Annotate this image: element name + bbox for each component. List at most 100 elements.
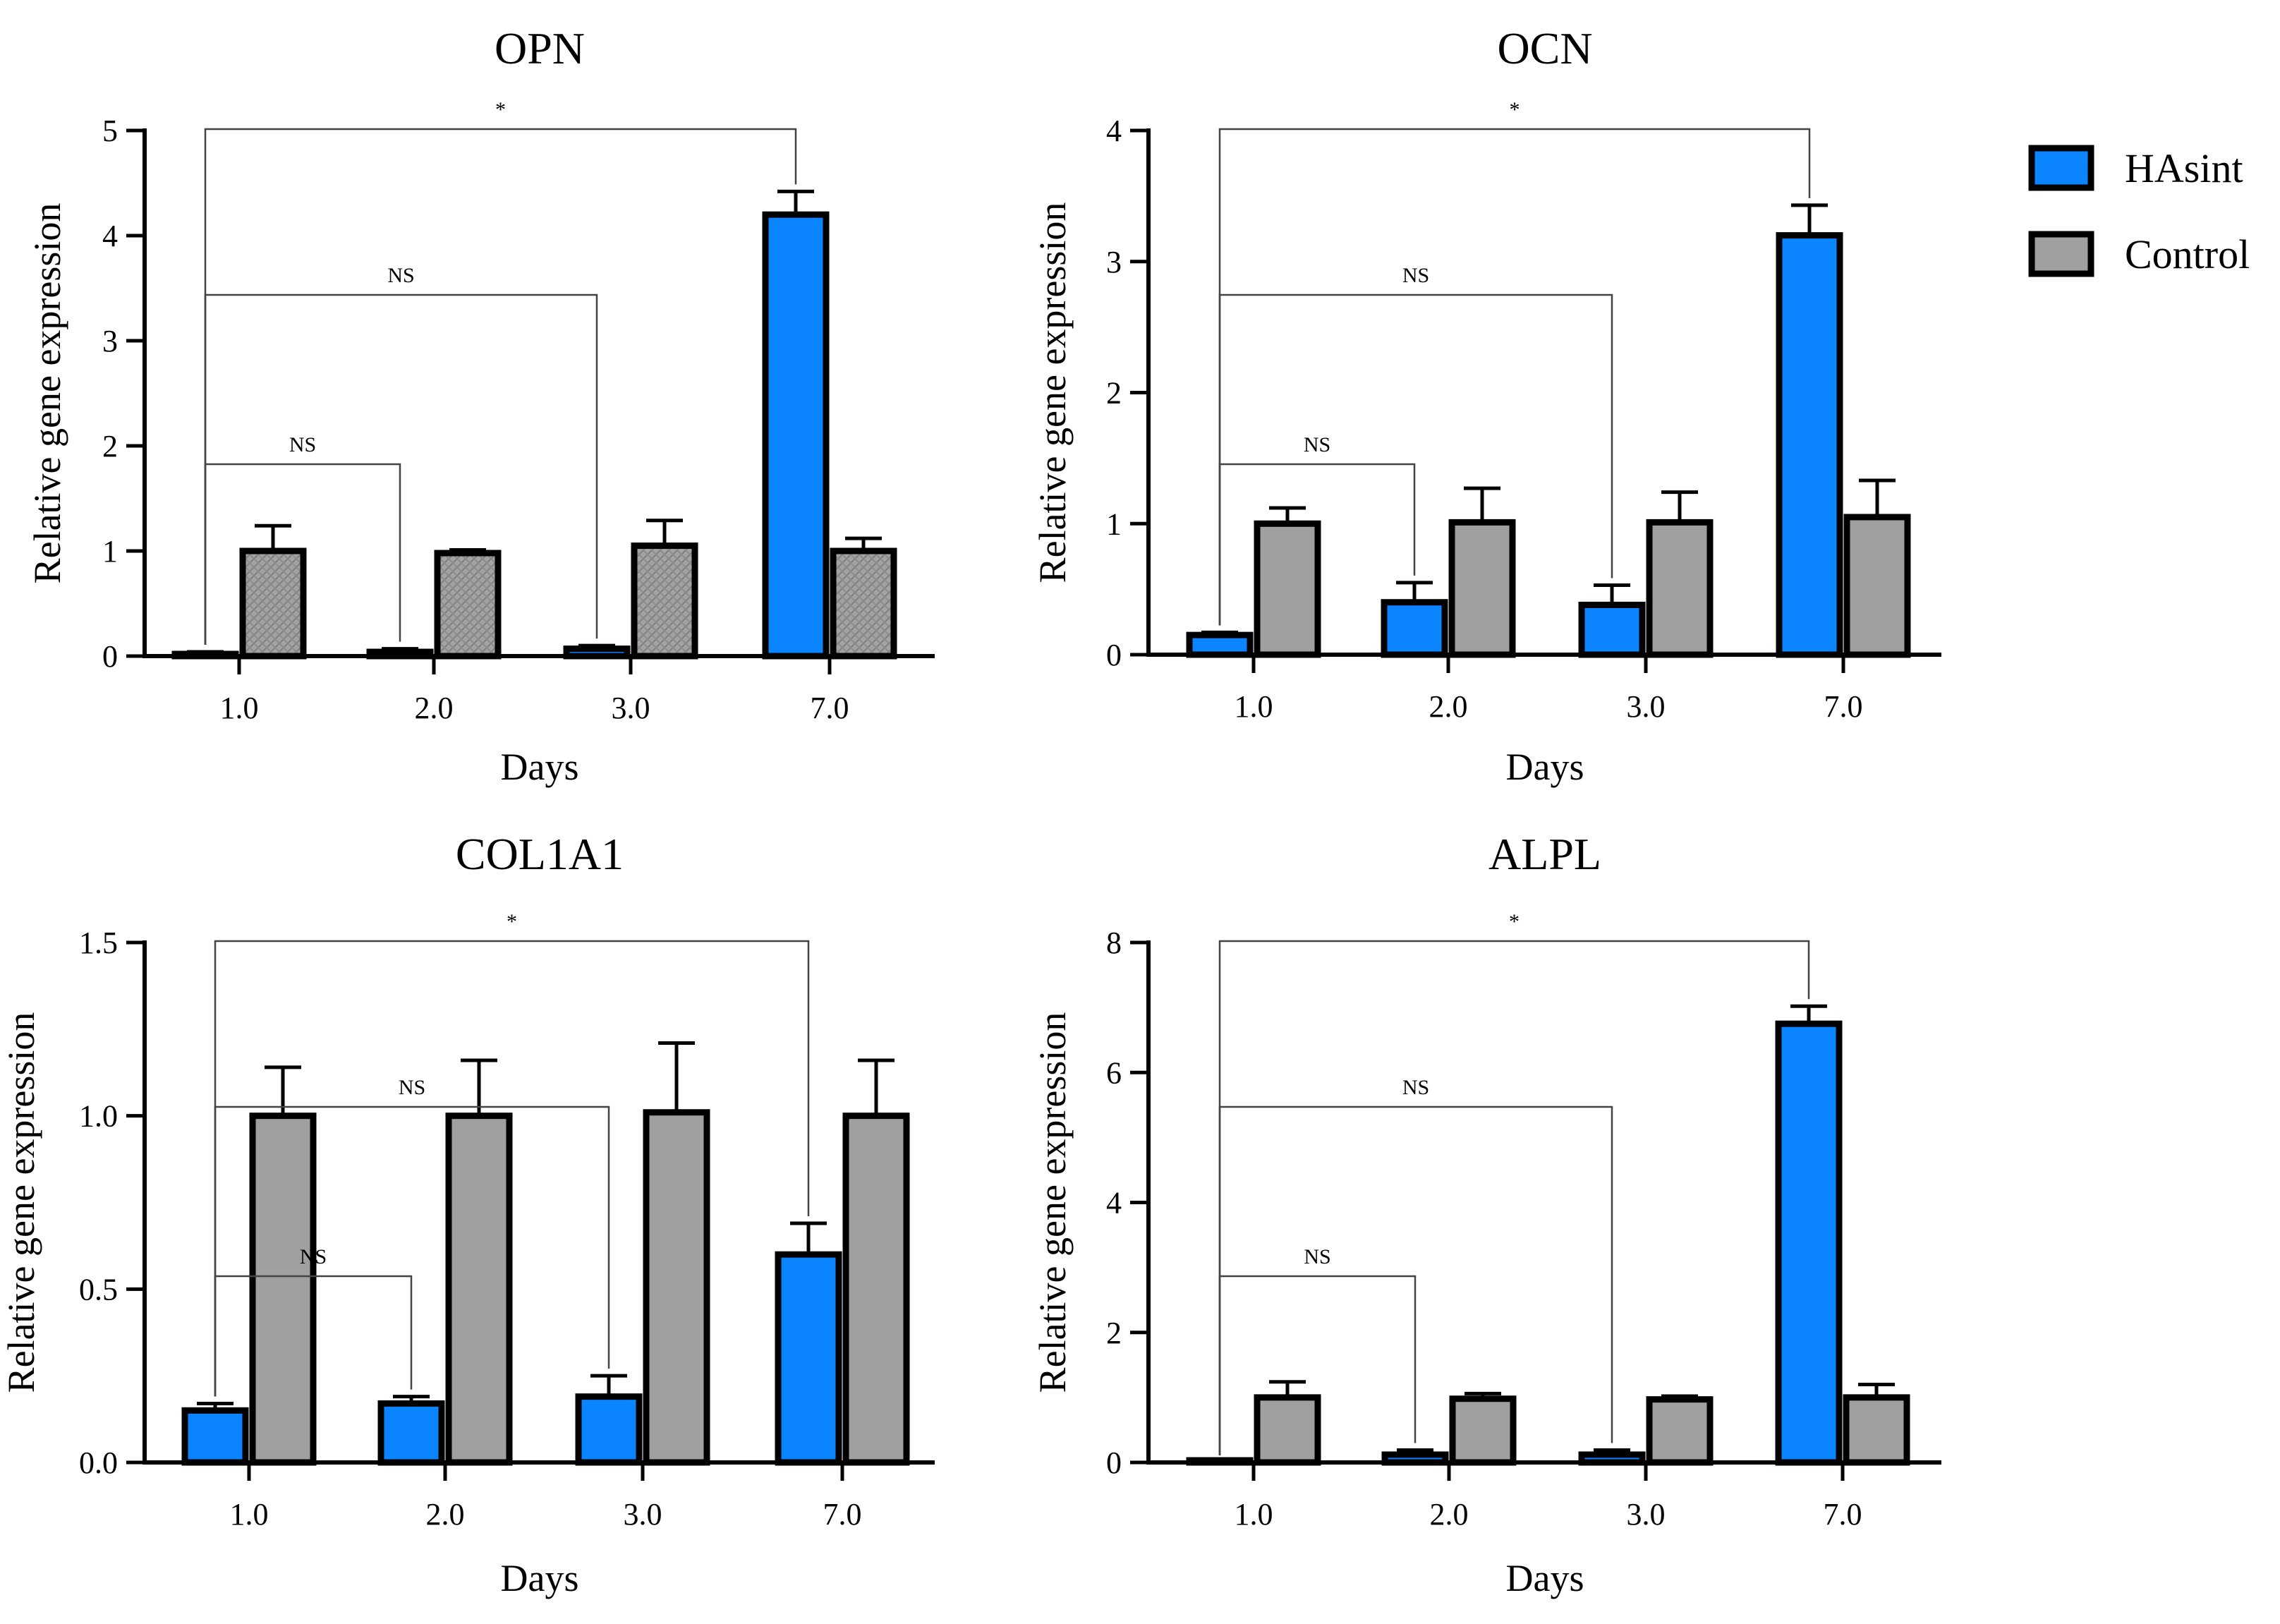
y-tick-label: 2 [1106, 1316, 1122, 1350]
y-tick-label: 3 [1106, 245, 1122, 279]
significance-label: NS [387, 264, 414, 287]
significance-bracket [214, 1275, 413, 1397]
x-tick-label: 3.0 [624, 1497, 662, 1532]
y-tick-label: 0 [1106, 638, 1122, 672]
bar-control [1254, 520, 1321, 658]
x-tick-label: 2.0 [1429, 689, 1468, 724]
legend-swatch-control [2028, 231, 2094, 277]
bar-control [1254, 1394, 1321, 1466]
chart-panel-ocn: OCN 0 1 2 3 4 1.0 2.0 3.0 7.0 Days Relative gene ex… [1031, 23, 1941, 788]
bar-hasint [1381, 599, 1448, 658]
y-axis-label: Relative gene expression [1031, 1012, 1074, 1393]
x-tick-label: 1.0 [1235, 689, 1273, 724]
y-axis-label: Relative gene expression [26, 203, 68, 584]
bar-control [434, 550, 502, 660]
significance-label: * [1510, 98, 1520, 121]
chart-title: OCN [1497, 23, 1592, 73]
y-tick-label: 2 [1106, 376, 1122, 411]
y-tick-label: 1.0 [79, 1099, 118, 1134]
x-axis-label: Days [1506, 746, 1584, 788]
x-tick-label: 2.0 [415, 691, 454, 725]
chart-panel-opn: OPN 0 1 2 3 4 5 1.0 2.0 3.0 7.0 Days Relative gene e… [26, 23, 935, 788]
bar-control [1843, 1394, 1910, 1466]
bar-control [830, 547, 897, 660]
y-tick-label: 1 [102, 534, 118, 569]
y-tick-label: 0 [1106, 1446, 1122, 1480]
chart-panel-alpl: ALPL 0 2 4 6 8 1.0 2.0 3.0 7.0 Days Relative gene e… [1031, 829, 1941, 1599]
x-tick-label: 1.0 [220, 691, 259, 725]
y-tick-label: 0.5 [79, 1272, 118, 1307]
bar-hasint [1776, 232, 1843, 658]
y-tick-label: 0 [102, 639, 118, 674]
bar-control [1646, 1396, 1714, 1466]
bar-control [239, 547, 307, 660]
y-tick-label: 6 [1106, 1055, 1122, 1090]
legend-label-hasint: HAsint [2125, 145, 2243, 191]
bar-hasint [181, 1407, 249, 1466]
y-tick-label: 0.0 [79, 1446, 118, 1480]
bar-hasint [377, 1400, 445, 1466]
significance-bracket [214, 1105, 610, 1397]
x-tick-label: 3.0 [1627, 1497, 1666, 1532]
bar-control [1448, 519, 1516, 658]
significance-label: NS [1304, 433, 1330, 456]
y-tick-label: 2 [102, 429, 118, 463]
significance-label: NS [1304, 1245, 1330, 1268]
bar-control [445, 1113, 513, 1466]
x-tick-label: 7.0 [1824, 689, 1863, 724]
bar-hasint [575, 1393, 643, 1466]
y-tick-label: 3 [102, 324, 118, 358]
y-tick-label: 8 [1106, 926, 1122, 960]
significance-label: * [1509, 910, 1520, 933]
significance-label: * [495, 98, 506, 121]
bar-hasint [762, 211, 830, 660]
x-tick-label: 2.0 [426, 1497, 465, 1532]
bar-hasint [1186, 631, 1254, 658]
x-tick-label: 7.0 [811, 691, 849, 725]
significance-bracket [1218, 463, 1416, 626]
y-axis-label: Relative gene expression [1031, 202, 1074, 583]
legend: HAsint Control [2028, 145, 2250, 277]
x-tick-label: 3.0 [1627, 689, 1666, 724]
significance-label: NS [1402, 264, 1429, 287]
bar-hasint [1578, 601, 1646, 658]
significance-label: * [507, 910, 517, 933]
x-tick-label: 7.0 [1824, 1497, 1862, 1532]
significance-bracket [1218, 940, 1810, 1455]
bar-hasint [1775, 1020, 1843, 1466]
y-tick-label: 4 [1106, 1186, 1122, 1220]
legend-swatch-hasint [2028, 145, 2094, 191]
bar-control [1646, 519, 1714, 658]
significance-label: NS [300, 1245, 327, 1268]
x-tick-label: 1.0 [1235, 1497, 1273, 1532]
legend-label-control: Control [2125, 231, 2250, 277]
y-tick-label: 4 [1106, 114, 1122, 148]
bar-control [631, 543, 698, 660]
x-axis-label: Days [1506, 1557, 1584, 1599]
bar-hasint [775, 1251, 842, 1466]
x-tick-label: 7.0 [823, 1497, 862, 1532]
chart-panel-col1a1: COL1A1 0.0 0.5 1.0 1.5 1.0 2.0 3.0 7.0 Days Relati… [0, 829, 935, 1599]
y-axis-label: Relative gene expression [0, 1012, 42, 1393]
chart-title: OPN [495, 23, 585, 73]
chart-title: ALPL [1488, 829, 1601, 879]
x-axis-label: Days [501, 746, 579, 788]
significance-bracket [1218, 1275, 1417, 1455]
significance-label: NS [289, 433, 316, 456]
bar-control [1449, 1395, 1517, 1466]
x-tick-label: 1.0 [230, 1497, 269, 1532]
y-tick-label: 4 [102, 219, 118, 253]
x-tick-label: 3.0 [612, 691, 650, 725]
y-tick-label: 1 [1106, 507, 1122, 541]
chart-title: COL1A1 [456, 829, 624, 879]
y-tick-label: 1.5 [79, 926, 118, 960]
bar-control [1843, 514, 1911, 658]
y-tick-label: 5 [102, 114, 118, 148]
bar-control [249, 1113, 317, 1466]
significance-label: NS [1402, 1076, 1429, 1099]
x-axis-label: Days [501, 1557, 579, 1599]
significance-bracket [1218, 293, 1613, 626]
significance-label: NS [399, 1076, 425, 1099]
